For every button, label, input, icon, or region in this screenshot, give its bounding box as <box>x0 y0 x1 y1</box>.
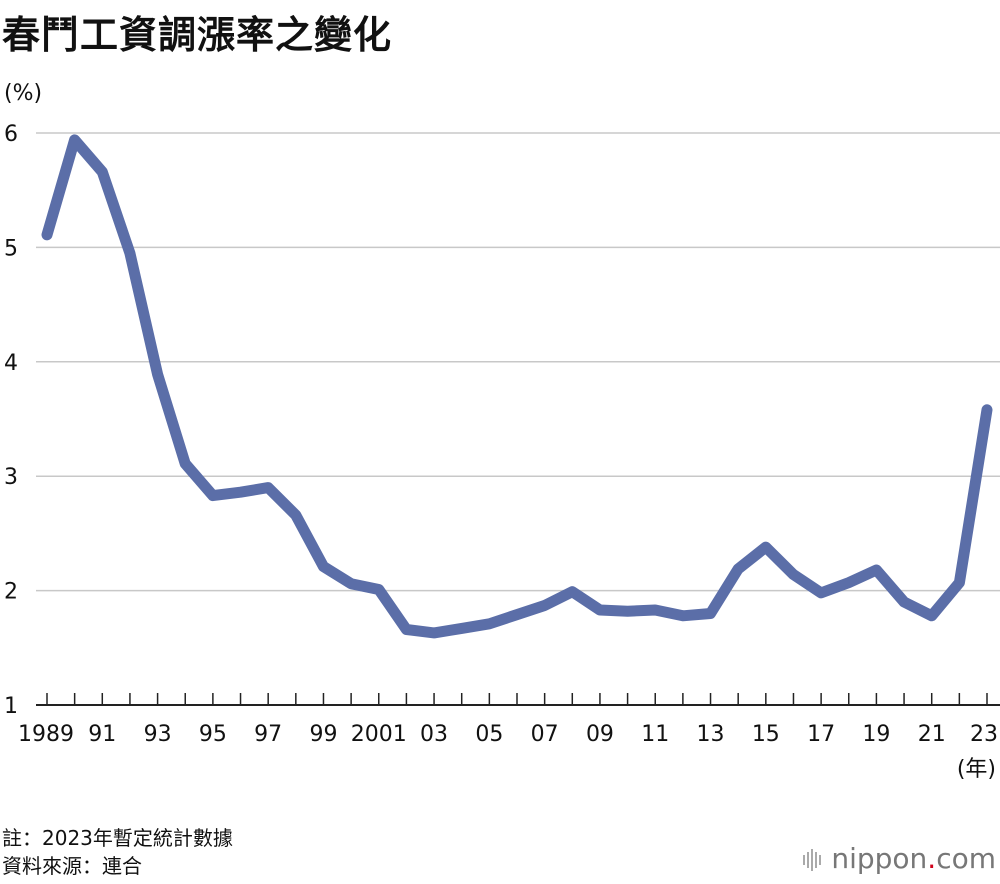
x-tick-label: 19 <box>862 722 890 747</box>
y-axis: 1 2 3 4 5 6 <box>4 122 18 719</box>
brand-name: nippon <box>831 842 928 875</box>
x-tick-label: 11 <box>641 722 669 747</box>
x-tick-label: 21 <box>918 722 946 747</box>
x-tick-label: 23 <box>970 722 998 747</box>
y-tick-label: 2 <box>4 580 18 605</box>
chart-note: 註：2023年暫定統計數據 <box>2 826 233 850</box>
y-tick-label: 1 <box>4 694 18 719</box>
brand-suffix: com <box>936 842 996 875</box>
x-tick-label: 93 <box>144 722 172 747</box>
x-axis-label: (年) <box>957 757 996 782</box>
x-tick-label: 15 <box>752 722 780 747</box>
x-tick-label: 03 <box>420 722 448 747</box>
y-tick-label: 4 <box>4 351 18 376</box>
x-tick-label: 2001 <box>351 722 407 747</box>
x-tick-label: 99 <box>309 722 337 747</box>
x-tick-label: 05 <box>475 722 503 747</box>
x-tick-label: 17 <box>807 722 835 747</box>
x-tick-label: 91 <box>88 722 116 747</box>
y-tick-label: 5 <box>4 236 18 261</box>
x-tick-label: 95 <box>199 722 227 747</box>
x-tick-label: 97 <box>254 722 282 747</box>
chart-title: 春鬥工資調漲率之變化 <box>2 13 393 57</box>
series-line <box>41 134 993 639</box>
y-tick-label: 6 <box>4 122 18 147</box>
x-axis: 1989 91 93 95 97 99 2001 03 05 07 09 11 13 15 17 19 21 23 <box>18 693 998 747</box>
brand-logo: nippon. com <box>803 842 996 875</box>
x-tick-label: 07 <box>531 722 559 747</box>
x-tick-label: 1989 <box>18 722 74 747</box>
chart-source: 資料來源：連合 <box>2 854 142 878</box>
brand-dot: . <box>927 842 937 875</box>
series-group <box>41 134 993 639</box>
y-axis-label: (%) <box>4 81 42 106</box>
x-tick-label: 09 <box>586 722 614 747</box>
y-tick-label: 3 <box>4 465 18 490</box>
x-tick-label: 13 <box>697 722 725 747</box>
logo-bars-icon <box>803 842 823 875</box>
